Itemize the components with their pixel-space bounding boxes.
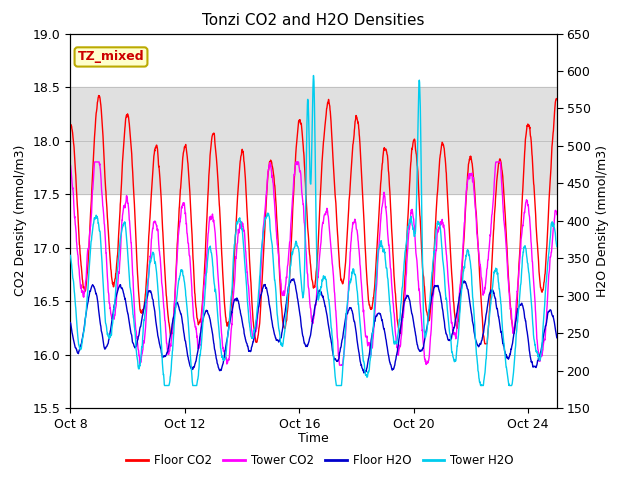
Bar: [70, 87, 557, 194]
Text: TZ_mixed: TZ_mixed: [77, 50, 145, 63]
Y-axis label: H2O Density (mmol/m3): H2O Density (mmol/m3): [596, 145, 609, 297]
X-axis label: Time: Time: [298, 432, 329, 445]
Y-axis label: CO2 Density (mmol/m3): CO2 Density (mmol/m3): [14, 145, 28, 297]
Legend: Floor CO2, Tower CO2, Floor H2O, Tower H2O: Floor CO2, Tower CO2, Floor H2O, Tower H…: [122, 449, 518, 472]
Title: Tonzi CO2 and H2O Densities: Tonzi CO2 and H2O Densities: [202, 13, 425, 28]
